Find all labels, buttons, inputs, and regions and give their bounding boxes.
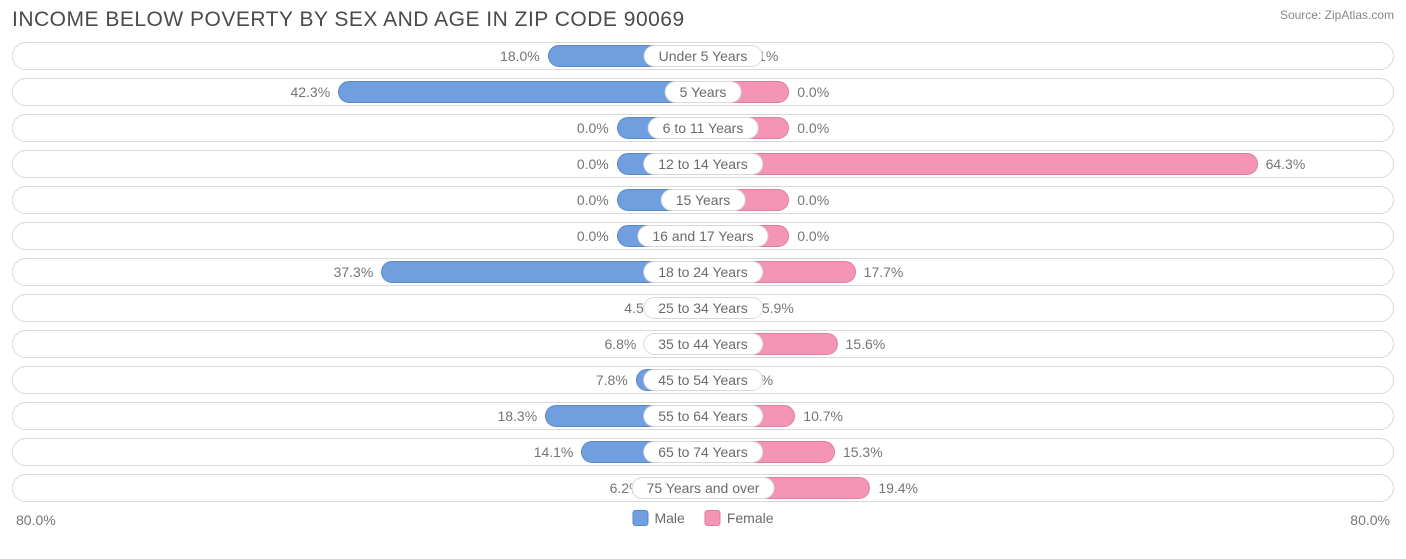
chart-row: 0.0% 0.0% 16 and 17 Years xyxy=(12,222,1394,250)
age-label: 45 to 54 Years xyxy=(643,369,763,391)
legend-female: Female xyxy=(705,510,774,526)
male-value-label: 42.3% xyxy=(290,79,330,107)
legend: Male Female xyxy=(632,510,773,526)
male-value-label: 14.1% xyxy=(534,439,574,467)
axis-max-right: 80.0% xyxy=(1350,512,1390,528)
male-value-label: 7.8% xyxy=(596,367,628,395)
female-value-label: 0.0% xyxy=(797,223,829,251)
legend-male-label: Male xyxy=(654,510,684,526)
female-value-label: 0.0% xyxy=(797,79,829,107)
chart-row: 4.5%5.9%25 to 34 Years xyxy=(12,294,1394,322)
axis-max-left: 80.0% xyxy=(16,512,56,528)
age-label: 35 to 44 Years xyxy=(643,333,763,355)
age-label: 5 Years xyxy=(665,81,742,103)
swatch-male xyxy=(632,510,648,526)
female-value-label: 15.6% xyxy=(846,331,886,359)
male-value-label: 0.0% xyxy=(577,151,609,179)
age-label: Under 5 Years xyxy=(644,45,763,67)
female-value-label: 10.7% xyxy=(803,403,843,431)
female-value-label: 0.0% xyxy=(797,115,829,143)
male-value-label: 0.0% xyxy=(577,187,609,215)
female-bar xyxy=(703,153,1258,175)
age-label: 75 Years and over xyxy=(632,477,775,499)
male-value-label: 18.3% xyxy=(497,403,537,431)
female-value-label: 0.0% xyxy=(797,187,829,215)
age-label: 6 to 11 Years xyxy=(648,117,759,139)
chart-row: 0.0% 0.0% 15 Years xyxy=(12,186,1394,214)
chart-row: 7.8%3.5%45 to 54 Years xyxy=(12,366,1394,394)
male-value-label: 0.0% xyxy=(577,223,609,251)
chart-row: 0.0% 64.3% 12 to 14 Years xyxy=(12,150,1394,178)
legend-male: Male xyxy=(632,510,684,526)
age-label: 15 Years xyxy=(661,189,746,211)
chart-source: Source: ZipAtlas.com xyxy=(1280,8,1394,22)
male-value-label: 18.0% xyxy=(500,43,540,71)
chart-row: 18.0%4.1%Under 5 Years xyxy=(12,42,1394,70)
chart-row: 6.8% 15.6% 35 to 44 Years xyxy=(12,330,1394,358)
chart-row: 37.3% 17.7% 18 to 24 Years xyxy=(12,258,1394,286)
female-value-label: 64.3% xyxy=(1266,151,1306,179)
age-label: 12 to 14 Years xyxy=(643,153,763,175)
age-label: 65 to 74 Years xyxy=(643,441,763,463)
age-label: 18 to 24 Years xyxy=(643,261,763,283)
legend-female-label: Female xyxy=(727,510,774,526)
male-bar xyxy=(338,81,703,103)
chart-rows: 18.0%4.1%Under 5 Years 42.3% 0.0% 5 Years 0.… xyxy=(12,42,1394,502)
chart-header: INCOME BELOW POVERTY BY SEX AND AGE IN Z… xyxy=(12,8,1394,32)
age-label: 16 and 17 Years xyxy=(637,225,768,247)
age-label: 25 to 34 Years xyxy=(643,297,763,319)
female-value-label: 17.7% xyxy=(864,259,904,287)
chart-row: 14.1% 15.3% 65 to 74 Years xyxy=(12,438,1394,466)
chart-row: 0.0% 0.0% 6 to 11 Years xyxy=(12,114,1394,142)
male-value-label: 0.0% xyxy=(577,115,609,143)
female-value-label: 15.3% xyxy=(843,439,883,467)
male-value-label: 37.3% xyxy=(334,259,374,287)
chart-row: 42.3% 0.0% 5 Years xyxy=(12,78,1394,106)
swatch-female xyxy=(705,510,721,526)
poverty-by-sex-age-chart: INCOME BELOW POVERTY BY SEX AND AGE IN Z… xyxy=(0,0,1406,538)
chart-row: 6.2%19.4%75 Years and over xyxy=(12,474,1394,502)
chart-footer: 80.0% Male Female 80.0% xyxy=(12,510,1394,534)
chart-title: INCOME BELOW POVERTY BY SEX AND AGE IN Z… xyxy=(12,8,685,32)
female-value-label: 5.9% xyxy=(762,295,794,323)
chart-row: 18.3% 10.7% 55 to 64 Years xyxy=(12,402,1394,430)
male-value-label: 6.8% xyxy=(604,331,636,359)
age-label: 55 to 64 Years xyxy=(643,405,763,427)
female-value-label: 19.4% xyxy=(878,475,918,503)
